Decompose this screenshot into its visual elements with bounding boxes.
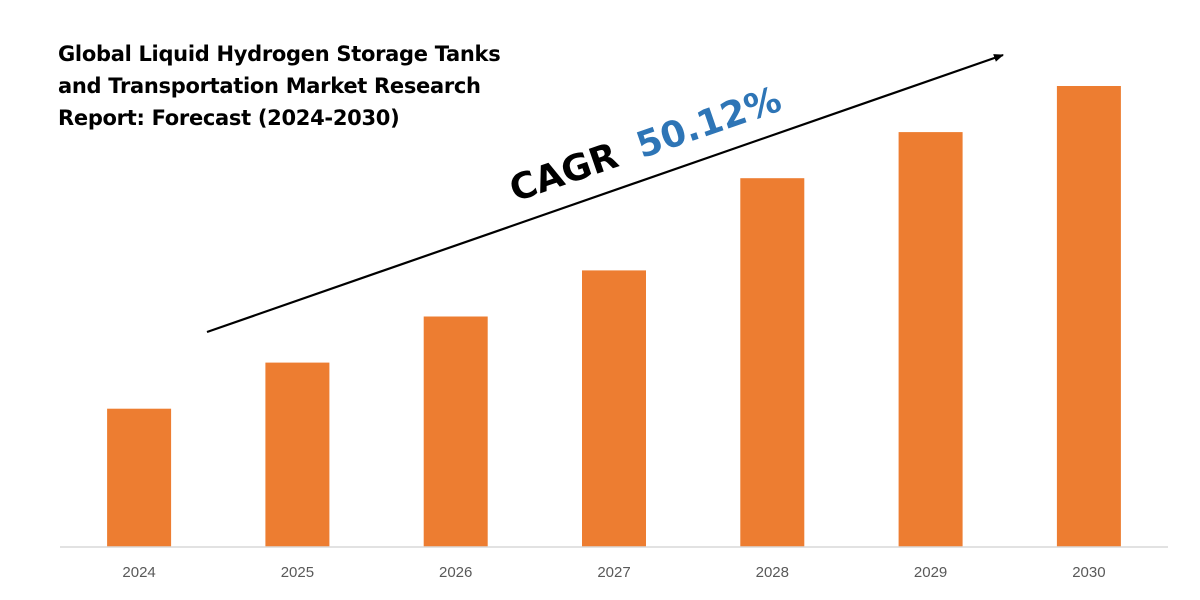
x-tick-label-2026: 2026 xyxy=(439,564,472,581)
growth-arrow xyxy=(206,53,1004,334)
bar-2027 xyxy=(582,270,646,547)
x-tick-label-2028: 2028 xyxy=(756,564,789,581)
x-tick-label-2025: 2025 xyxy=(281,564,314,581)
x-tick-label-2024: 2024 xyxy=(122,564,155,581)
bar-2028 xyxy=(740,178,805,547)
cagr-label: CAGR xyxy=(505,135,624,210)
bar-2029 xyxy=(898,132,963,547)
cagr-value: 50.12% xyxy=(631,79,786,167)
x-axis-ticks: 2024 2025 2026 2027 2028 2029 2030 xyxy=(122,564,1105,581)
bar-2026 xyxy=(423,316,488,547)
x-tick-label-2027: 2027 xyxy=(597,564,630,581)
bar-2024 xyxy=(107,408,172,547)
bar-2030 xyxy=(1056,86,1121,547)
x-tick-label-2030: 2030 xyxy=(1072,564,1105,581)
chart-title: Global Liquid Hydrogen Storage Tanks and… xyxy=(58,42,501,130)
x-tick-label-2029: 2029 xyxy=(914,564,947,581)
bars xyxy=(107,86,1121,547)
bar-2025 xyxy=(265,362,330,547)
